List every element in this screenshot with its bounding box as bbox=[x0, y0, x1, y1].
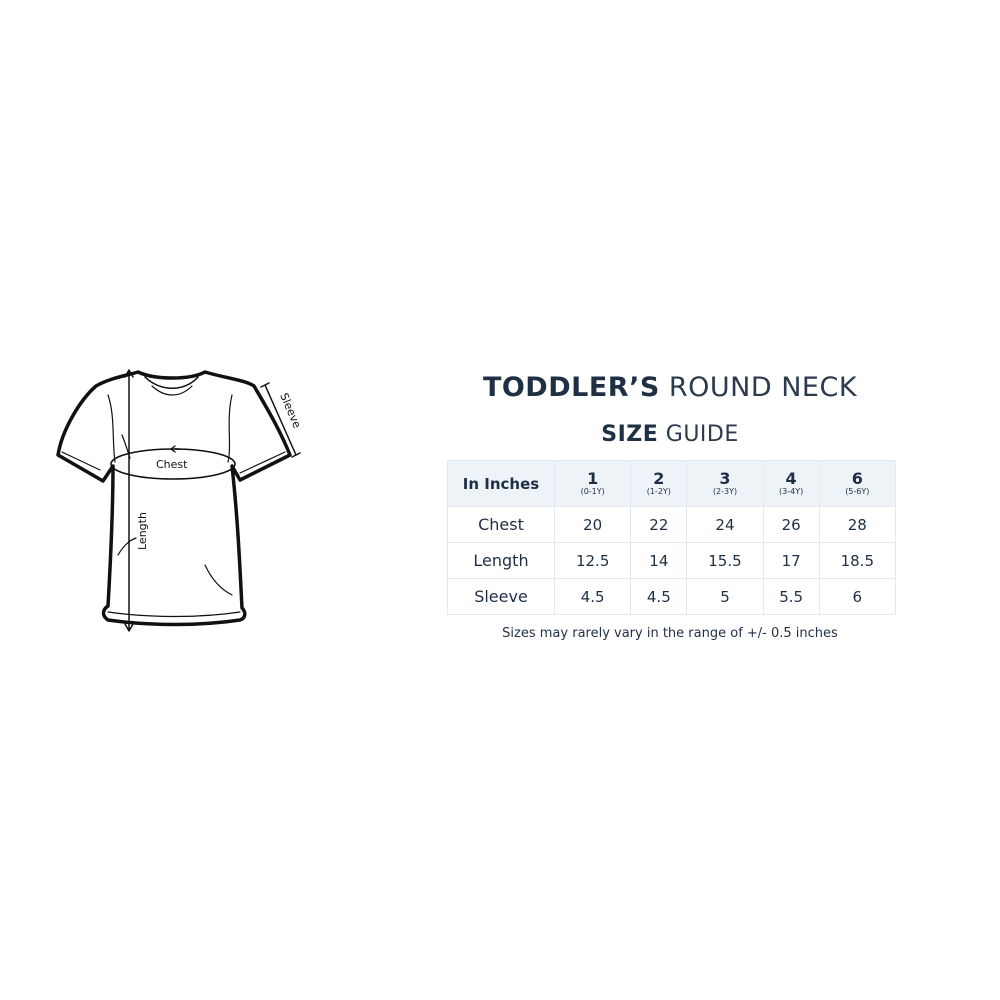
table-cell: 22 bbox=[630, 506, 688, 543]
tshirt-diagram: Chest Length Sleeve bbox=[56, 369, 304, 632]
page-title: TODDLER’S ROUND NECK bbox=[440, 372, 900, 403]
table-row: Sleeve 4.5 4.5 5 5.5 6 bbox=[447, 578, 897, 615]
chest-label: Chest bbox=[156, 458, 188, 471]
title-light: ROUND NECK bbox=[668, 372, 858, 403]
chest-measure-ellipse bbox=[110, 448, 236, 480]
title-bold: TODDLER’S bbox=[482, 372, 660, 403]
subtitle-light: GUIDE bbox=[665, 422, 739, 447]
size-age: (2-3Y) bbox=[712, 487, 738, 496]
length-measure-line bbox=[124, 369, 134, 632]
table-cell: 28 bbox=[818, 506, 897, 543]
shirt-outline bbox=[56, 370, 292, 627]
size-header: 6 (5-6Y) bbox=[818, 460, 897, 507]
table-cell: 18.5 bbox=[818, 542, 897, 579]
size-number: 3 bbox=[719, 469, 731, 488]
size-header: 3 (2-3Y) bbox=[686, 460, 764, 507]
table-cell: 5.5 bbox=[762, 578, 820, 615]
table-cell: 15.5 bbox=[686, 542, 764, 579]
table-cell: 6 bbox=[818, 578, 897, 615]
table-row: Length 12.5 14 15.5 17 18.5 bbox=[447, 542, 897, 579]
table-cell: 5 bbox=[686, 578, 764, 615]
size-table: In Inches 1 (0-1Y) 2 (1-2Y) 3 (2-3Y) 4 (3-4Y… bbox=[447, 460, 897, 615]
size-header: 1 (0-1Y) bbox=[553, 460, 632, 507]
size-age: (1-2Y) bbox=[646, 487, 671, 496]
table-cell: 17 bbox=[762, 542, 820, 579]
length-label: Length bbox=[136, 512, 149, 550]
size-header: 4 (3-4Y) bbox=[762, 460, 820, 507]
table-cell: 20 bbox=[553, 506, 632, 543]
size-age: (0-1Y) bbox=[580, 487, 605, 496]
row-label: Chest bbox=[447, 506, 555, 543]
table-cell: 12.5 bbox=[553, 542, 632, 579]
sleeve-measure-line bbox=[260, 382, 301, 458]
table-cell: 24 bbox=[686, 506, 764, 543]
size-number: 1 bbox=[587, 469, 599, 488]
corner-header: In Inches bbox=[447, 460, 555, 507]
size-number: 6 bbox=[851, 469, 863, 488]
table-cell: 4.5 bbox=[630, 578, 688, 615]
size-header: 2 (1-2Y) bbox=[630, 460, 688, 507]
page-subtitle: SIZE GUIDE bbox=[440, 422, 900, 447]
sleeve-label: Sleeve bbox=[277, 391, 303, 430]
row-label: Length bbox=[447, 542, 555, 579]
table-cell: 14 bbox=[630, 542, 688, 579]
table-header-row: In Inches 1 (0-1Y) 2 (1-2Y) 3 (2-3Y) 4 (3-4Y… bbox=[447, 460, 897, 507]
size-age: (5-6Y) bbox=[845, 487, 870, 496]
table-row: Chest 20 22 24 26 28 bbox=[447, 506, 897, 543]
row-label: Sleeve bbox=[447, 578, 555, 615]
size-note: Sizes may rarely vary in the range of +/… bbox=[502, 626, 838, 641]
subtitle-bold: SIZE bbox=[601, 422, 659, 447]
size-number: 2 bbox=[653, 469, 665, 488]
collar bbox=[144, 376, 199, 389]
table-cell: 4.5 bbox=[553, 578, 632, 615]
table-cell: 26 bbox=[762, 506, 820, 543]
size-number: 4 bbox=[785, 469, 797, 488]
size-age: (3-4Y) bbox=[779, 487, 804, 496]
